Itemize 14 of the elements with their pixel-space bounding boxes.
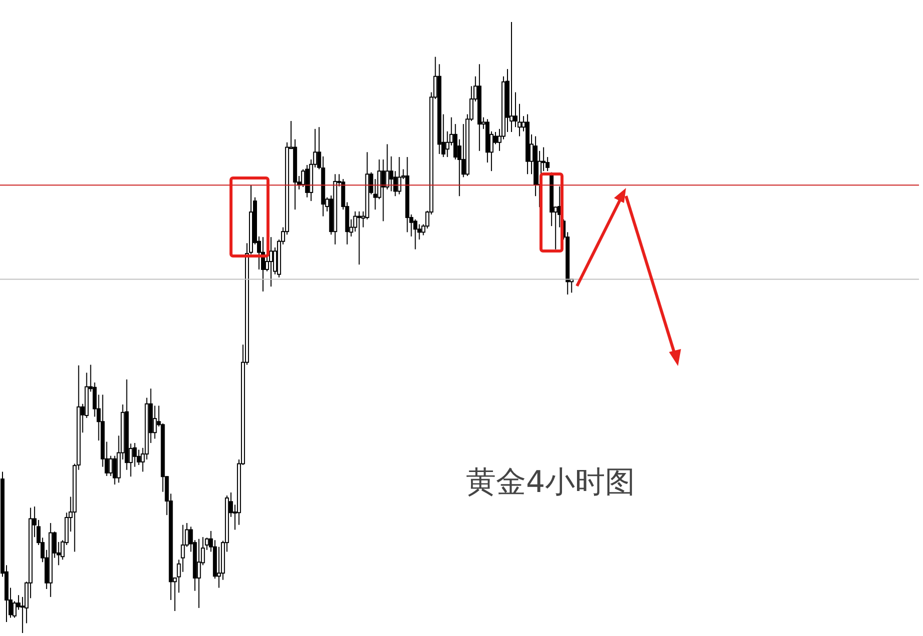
candlestick xyxy=(152,405,157,440)
candlestick xyxy=(112,455,117,486)
candlestick xyxy=(397,156,402,195)
candlestick xyxy=(389,156,394,192)
candlestick xyxy=(413,218,418,250)
candlestick xyxy=(357,210,362,266)
candlestick xyxy=(108,455,113,476)
candlestick xyxy=(381,158,386,222)
candlestick xyxy=(509,22,514,132)
candlestick xyxy=(305,164,310,198)
candlestick xyxy=(269,236,274,288)
candlestick xyxy=(196,538,201,608)
annotation: 黄金4小时图 xyxy=(466,464,636,502)
candlestick xyxy=(385,144,390,190)
